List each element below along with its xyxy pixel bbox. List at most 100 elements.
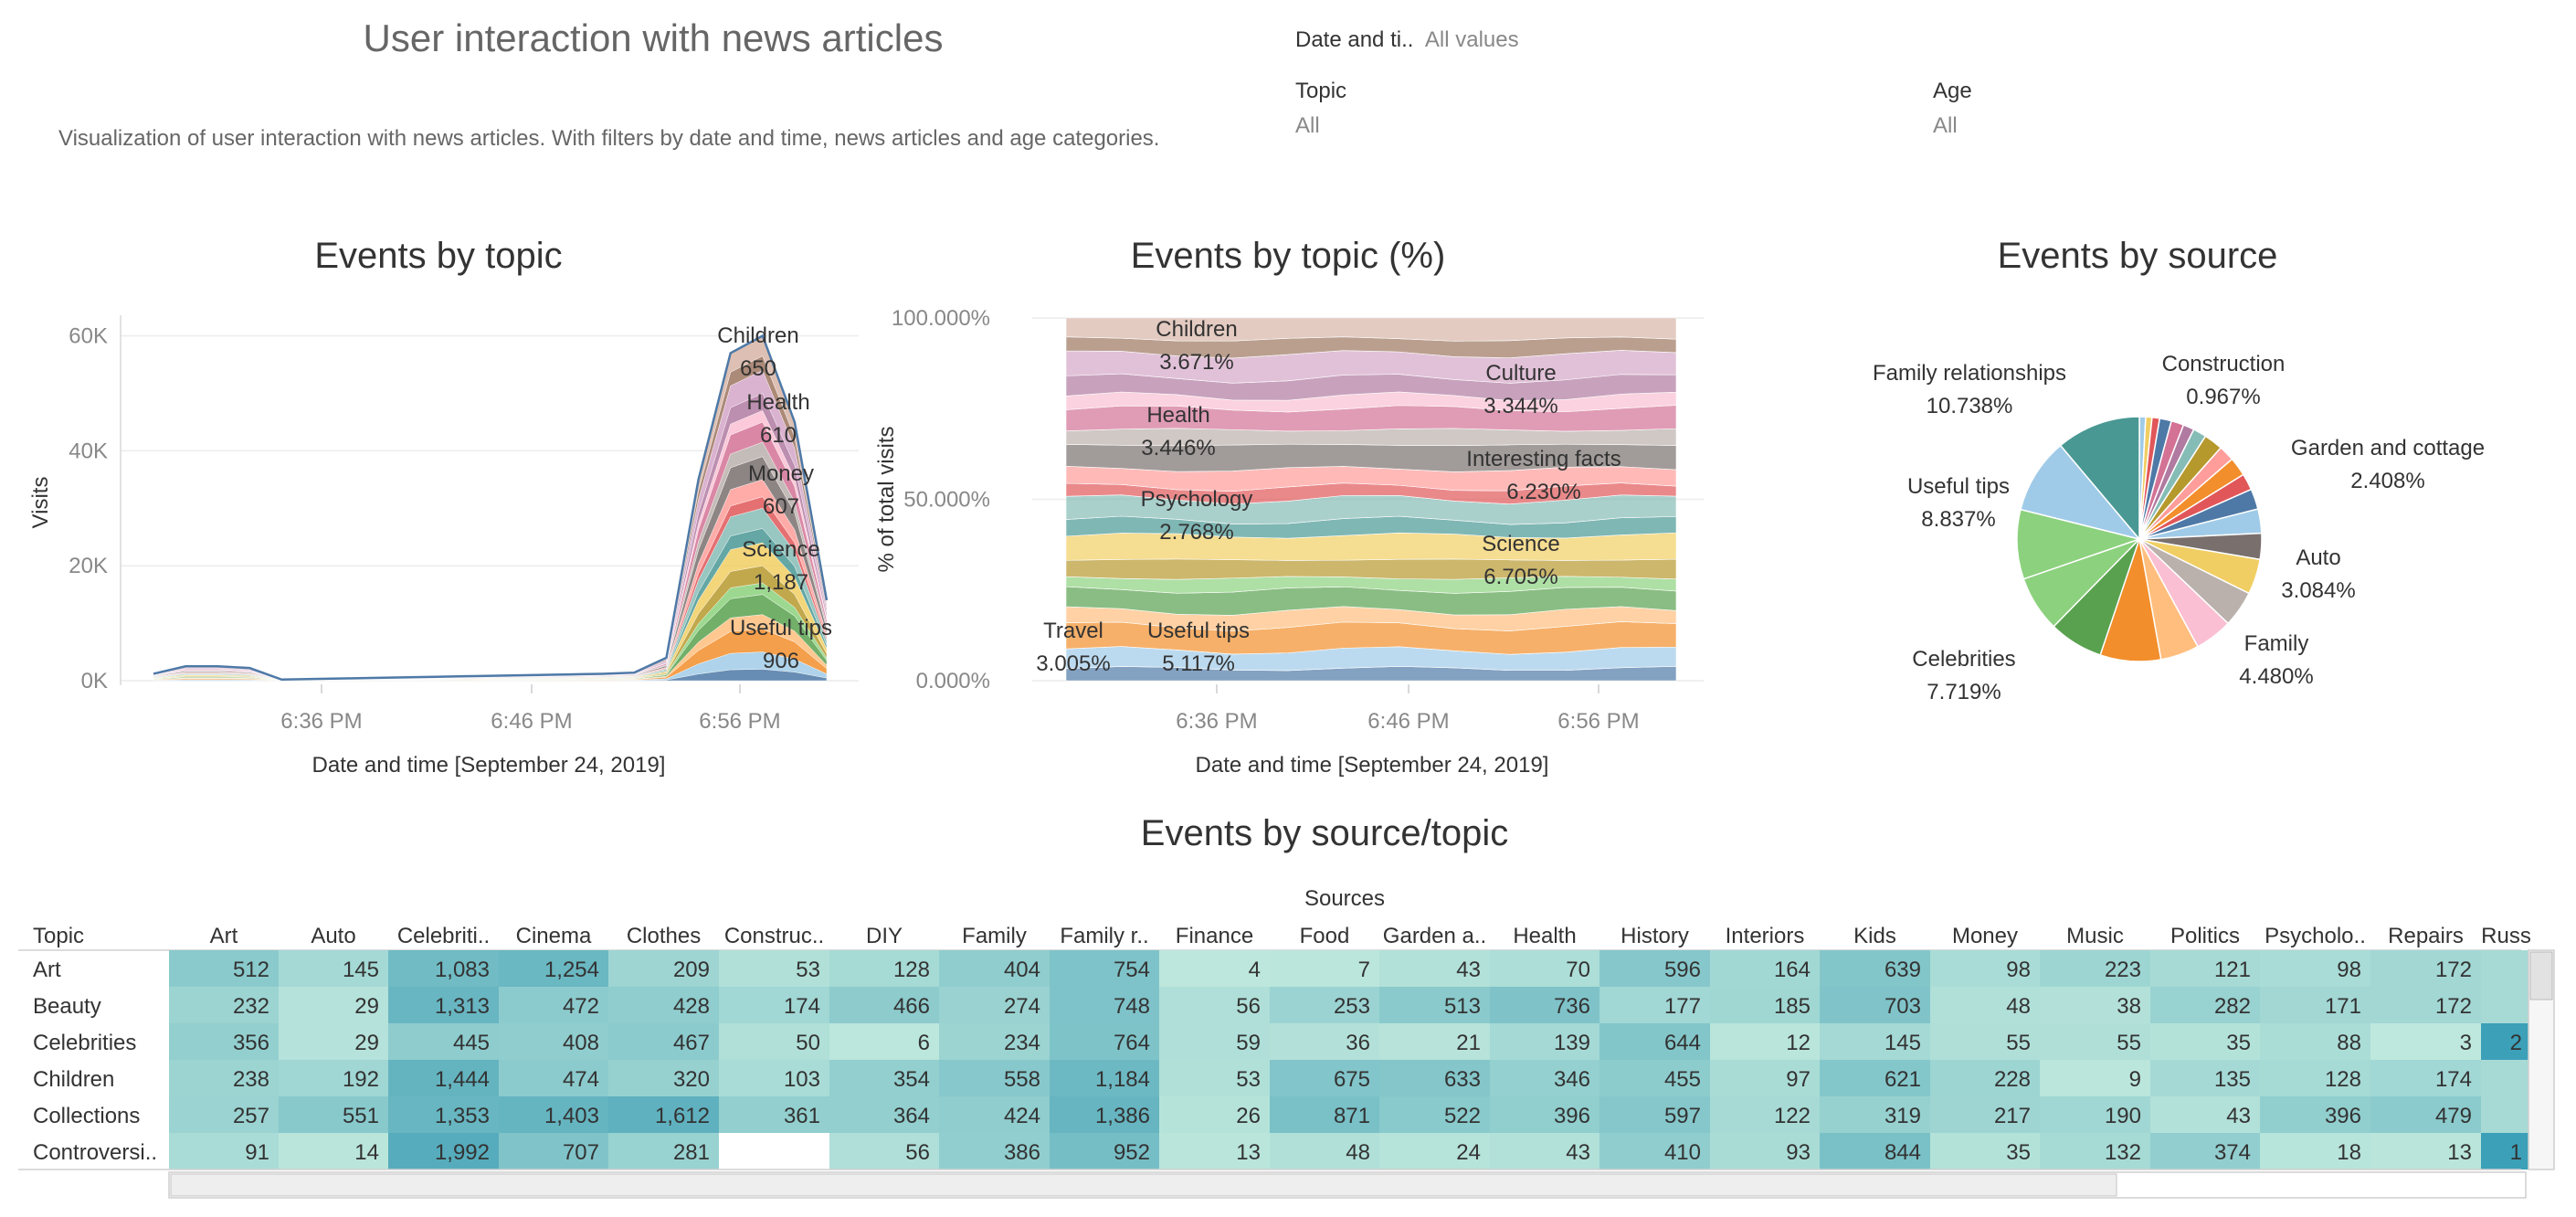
heatmap-cell <box>499 1023 608 1060</box>
filter-topic-value[interactable]: All <box>1295 113 1320 138</box>
heatmap-cell <box>939 950 1050 987</box>
heatmap-cell-value: 55 <box>2117 1031 2141 1055</box>
events-by-source-topic-heatmap[interactable]: Sources Topic Art Auto Celebriti.. Cinema Clot… <box>0 854 2576 1217</box>
heatmap-cell-value: 472 <box>563 994 599 1019</box>
filter-age[interactable]: Age All <box>1933 79 1972 139</box>
annotation-value: 3.446% <box>1141 436 1215 460</box>
heatmap-cell <box>1159 1096 1270 1133</box>
heatmap-cell <box>1159 987 1270 1023</box>
heatmap-cell-value: 474 <box>563 1067 599 1092</box>
heatmap-cell <box>608 1096 719 1133</box>
events-by-source-pie[interactable]: Family relationships 10.738% Construction 0… <box>1736 292 2576 731</box>
filter-age-label: Age <box>1933 79 1972 103</box>
heatmap-cell <box>169 1023 279 1060</box>
heatmap-cell <box>939 1060 1050 1096</box>
heatmap-cell <box>2260 1060 2370 1096</box>
y-tick-label: 50.000% <box>903 488 990 513</box>
heatmap-cell <box>1820 1023 1930 1060</box>
heatmap-cell-value: 675 <box>1334 1067 1370 1092</box>
percent-series-band <box>1065 317 1677 342</box>
filter-topic[interactable]: Topic All <box>1295 79 1346 139</box>
heatmap-cell-value: 232 <box>233 994 269 1019</box>
heatmap-cell-value: 132 <box>2105 1140 2141 1165</box>
heatmap-cell-value: 364 <box>893 1104 930 1128</box>
heatmap-cell <box>2260 1023 2370 1060</box>
heatmap-row-label: Collections <box>33 1104 140 1128</box>
heatmap-cell <box>608 987 719 1023</box>
heatmap-cell <box>388 1133 499 1169</box>
heatmap-cell-value: 2 <box>2510 1031 2522 1055</box>
heatmap-cell-value: 748 <box>1114 994 1150 1019</box>
heatmap-cell <box>1599 987 1710 1023</box>
heatmap-cell <box>719 950 829 987</box>
heatmap-cell <box>2370 1096 2481 1133</box>
heatmap-column-header: Repairs <box>2388 924 2464 948</box>
heatmap-cell-value: 53 <box>1236 1067 1261 1092</box>
heatmap-cell <box>1050 1060 1159 1096</box>
heatmap-cell-value: 18 <box>2337 1140 2361 1165</box>
annotation-value: 2.768% <box>1159 520 1233 545</box>
events-by-topic-chart[interactable]: 0K 20K 40K 60K 6:36 PM 6:46 PM 6:56 PM Date and… <box>0 292 877 786</box>
y-tick-label: 60K <box>69 324 108 349</box>
y-tick-label: 40K <box>69 439 108 463</box>
filter-date-label: Date and ti.. <box>1295 27 1414 52</box>
filter-date-value[interactable]: All values <box>1424 27 1519 52</box>
heatmap-column-header: DIY <box>866 924 903 948</box>
heatmap-cell-value: 174 <box>2435 1067 2472 1092</box>
heatmap-cell <box>1599 1060 1710 1096</box>
heatmap-cell <box>279 987 388 1023</box>
annotation-label: Money <box>748 461 814 486</box>
heatmap-cell <box>1710 1096 1820 1133</box>
heatmap-cell-value: 404 <box>1004 958 1040 982</box>
annotation-value: 1,187 <box>754 570 808 595</box>
filter-age-value[interactable]: All <box>1933 113 1958 138</box>
heatmap-cell-value: 707 <box>563 1140 599 1165</box>
heatmap-cell <box>1050 987 1159 1023</box>
heatmap-column-header: Celebriti.. <box>397 924 490 948</box>
heatmap-cell-value: 445 <box>453 1031 490 1055</box>
heatmap-cell <box>2040 987 2150 1023</box>
heatmap-cell <box>1379 1096 1490 1133</box>
heatmap-column-header: Clothes <box>627 924 701 948</box>
heatmap-cell-value: 1,254 <box>544 958 599 982</box>
heatmap-cell-value: 633 <box>1444 1067 1481 1092</box>
heatmap-cell-value: 97 <box>1786 1067 1811 1092</box>
heatmap-cell <box>1490 1060 1599 1096</box>
heatmap-cell <box>1710 1023 1820 1060</box>
heatmap-cell <box>1820 1060 1930 1096</box>
heatmap-cell-value: 274 <box>1004 994 1040 1019</box>
heatmap-cell <box>829 1023 939 1060</box>
heatmap-cell <box>2481 1133 2531 1169</box>
heatmap-cell-value: 374 <box>2214 1140 2251 1165</box>
heatmap-cell-value: 1,403 <box>544 1104 599 1128</box>
heatmap-cell-value: 1,184 <box>1095 1067 1150 1092</box>
heatmap-cell-value: 43 <box>1566 1140 1590 1165</box>
heatmap-cell <box>279 1023 388 1060</box>
heatmap-cell <box>1820 987 1930 1023</box>
heatmap-cell <box>1270 950 1379 987</box>
heatmap-cell <box>1270 1133 1379 1169</box>
annotation-label: Useful tips <box>1147 619 1250 643</box>
heatmap-cell <box>2260 950 2370 987</box>
heatmap-cell-value: 43 <box>2226 1104 2251 1128</box>
heatmap-cell-value: 128 <box>2325 1067 2361 1092</box>
heatmap-cell <box>719 1023 829 1060</box>
pie-value: 10.738% <box>1927 394 2013 418</box>
heatmap-cell <box>2260 1096 2370 1133</box>
pie-value: 8.837% <box>1921 507 1995 532</box>
events-by-topic-percent-chart[interactable]: 0.000% 50.000% 100.000% % of total visits 6:… <box>877 292 1736 786</box>
heatmap-cell-value: 192 <box>343 1067 379 1092</box>
heatmap-cell-value: 356 <box>233 1031 269 1055</box>
filter-date[interactable]: Date and ti.. All values <box>1295 27 1519 53</box>
y-axis-title: % of total visits <box>877 426 899 572</box>
heatmap-cell <box>829 950 939 987</box>
heatmap-cell <box>1270 1096 1379 1133</box>
heatmap-cell-value: 320 <box>673 1067 710 1092</box>
heatmap-cell <box>1270 987 1379 1023</box>
heatmap-cell <box>169 1096 279 1133</box>
heatmap-cell <box>939 1096 1050 1133</box>
annotation-label: Psychology <box>1141 487 1253 512</box>
heatmap-cell <box>2040 1023 2150 1060</box>
area-total-outline <box>153 333 829 681</box>
heatmap-cell-value: 844 <box>1884 1140 1921 1165</box>
